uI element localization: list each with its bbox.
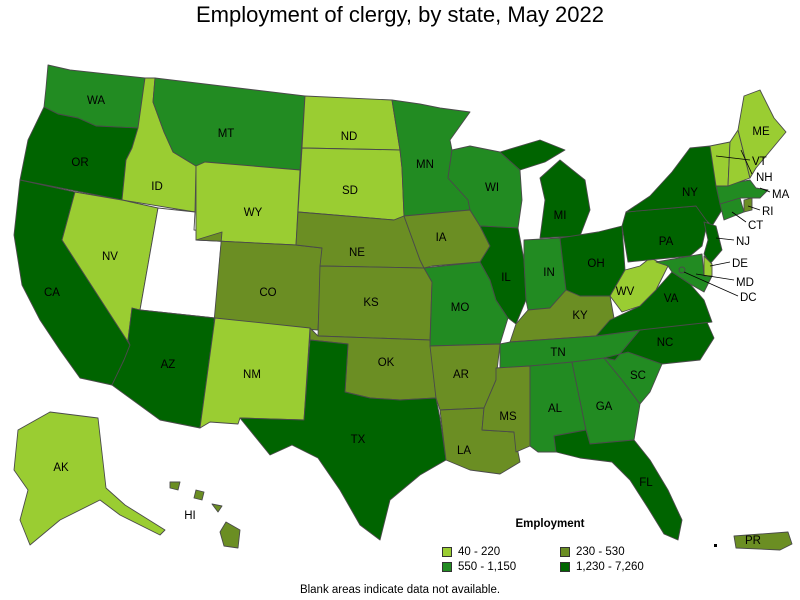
label-ok: OK [378, 357, 395, 369]
leader-ct [731, 211, 747, 223]
label-pa: PA [659, 236, 674, 248]
state-md[interactable] [655, 253, 713, 293]
label-tx: TX [351, 434, 366, 446]
leader-dc [683, 271, 739, 297]
leader-ma [759, 187, 771, 193]
state-wy[interactable] [195, 161, 301, 246]
label-nc: NC [657, 337, 674, 349]
label-tn: TN [550, 347, 565, 359]
legend: Employment 40 - 220 230 - 530 550 - 1,15… [442, 518, 682, 573]
label-ky: KY [572, 310, 588, 322]
pr-island-mark [714, 544, 717, 547]
leader-ri [747, 205, 761, 211]
label-fl: FL [639, 477, 653, 489]
label-oh: OH [587, 258, 604, 270]
label-nv: NV [102, 251, 118, 263]
leader-vt [715, 155, 751, 161]
label-pr: PR [745, 535, 761, 547]
leader-nj [715, 237, 735, 241]
label-wy: WY [244, 207, 263, 219]
label-nm: NM [243, 369, 261, 381]
label-ri: RI [762, 206, 774, 218]
legend-item: 40 - 220 [442, 546, 500, 558]
label-id: ID [151, 181, 163, 193]
legend-label: 550 - 1,150 [458, 561, 517, 573]
state-ri[interactable] [743, 197, 753, 213]
legend-label: 1,230 - 7,260 [576, 561, 644, 573]
label-me: ME [752, 126, 770, 138]
state-tx[interactable] [239, 339, 447, 541]
label-ma: MA [772, 189, 790, 201]
state-pr[interactable] [733, 531, 793, 551]
leader-md [695, 273, 735, 281]
state-nj[interactable] [703, 221, 723, 265]
state-me[interactable] [737, 89, 787, 179]
label-ks: KS [363, 297, 379, 309]
state-ak[interactable] [13, 411, 166, 546]
label-sc: SC [630, 370, 646, 382]
label-va: VA [664, 293, 679, 305]
label-ny: NY [682, 187, 698, 199]
state-pa[interactable] [621, 205, 709, 263]
legend-item: 550 - 1,150 [442, 561, 516, 573]
label-ms: MS [499, 411, 517, 423]
leader-de [709, 261, 731, 267]
footnote: Blank areas indicate data not available. [299, 584, 501, 596]
state-hi[interactable] [169, 481, 241, 549]
label-ga: GA [596, 401, 613, 413]
label-md: MD [736, 277, 754, 289]
legend-swatch [442, 562, 452, 572]
state-wv[interactable] [609, 257, 669, 313]
state-dc[interactable] [678, 266, 686, 274]
label-mi: MI [554, 210, 567, 222]
legend-swatch [442, 547, 452, 557]
label-mo: MO [451, 302, 470, 314]
label-sd: SD [342, 185, 358, 197]
label-nh: NH [756, 172, 773, 184]
leader-nh [740, 149, 753, 175]
label-wa: WA [87, 95, 105, 107]
label-wv: WV [616, 286, 635, 298]
label-al: AL [548, 403, 563, 415]
label-wi: WI [485, 182, 499, 194]
label-mt: MT [218, 128, 235, 140]
label-il: IL [501, 272, 511, 284]
legend-swatch [560, 547, 570, 557]
label-la: LA [457, 445, 471, 457]
legend-swatch [560, 562, 570, 572]
label-ne: NE [349, 247, 365, 259]
state-nm[interactable] [199, 317, 311, 429]
label-az: AZ [161, 359, 176, 371]
label-vt: VT [752, 156, 767, 168]
state-hi-group [169, 481, 241, 549]
label-mn: MN [416, 159, 434, 171]
label-de: DE [732, 258, 748, 270]
label-ak: AK [53, 462, 69, 474]
label-nd: ND [341, 131, 358, 143]
label-ca: CA [44, 287, 60, 299]
state-sd[interactable] [297, 147, 405, 221]
label-nj: NJ [736, 236, 750, 248]
legend-label: 40 - 220 [458, 546, 501, 558]
label-in: IN [543, 267, 555, 279]
label-hi: HI [184, 510, 196, 522]
label-dc: DC [740, 292, 757, 304]
legend-item: 230 - 530 [560, 546, 625, 558]
label-co: CO [259, 287, 276, 299]
state-fl[interactable] [553, 429, 683, 541]
label-or: OR [71, 157, 88, 169]
label-ar: AR [453, 369, 469, 381]
map-title: Employment of clergy, by state, May 2022 [196, 2, 604, 27]
label-ct: CT [748, 220, 763, 232]
state-mi[interactable] [499, 139, 591, 239]
label-ia: IA [436, 232, 447, 244]
state-il[interactable] [479, 225, 527, 325]
legend-title: Employment [515, 518, 585, 530]
state-labels: WA OR CA ID NV AZ MT WY CO NM ND SD NE K… [44, 95, 790, 547]
legend-label: 230 - 530 [576, 546, 625, 558]
legend-item: 1,230 - 7,260 [560, 561, 644, 573]
